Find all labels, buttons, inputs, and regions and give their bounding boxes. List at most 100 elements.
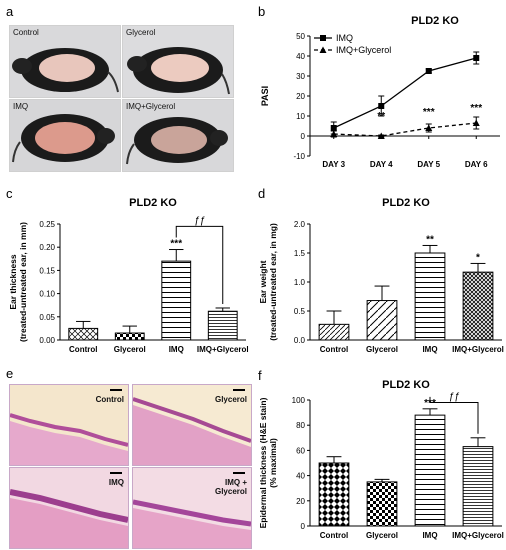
- bar: [366, 300, 398, 341]
- bracket-label: ƒƒ: [194, 215, 206, 226]
- y-tick-label: 1.5: [294, 249, 306, 258]
- y-tick-label: 0.15: [39, 266, 55, 275]
- x-tick-label: Glycerol: [114, 345, 146, 354]
- bar: [366, 481, 398, 527]
- histology-label: Control: [95, 395, 124, 404]
- x-tick-label: Control: [320, 531, 348, 540]
- histology-label: Glycerol: [214, 395, 247, 404]
- bar: [462, 446, 494, 527]
- photo-label: IMQ+Glycerol: [126, 102, 176, 111]
- significance-annotation: **: [377, 111, 385, 122]
- y-tick-label: 0.10: [39, 290, 55, 299]
- data-point: [377, 132, 385, 139]
- legend-marker: [320, 35, 326, 41]
- panel-b-letter: b: [258, 4, 266, 19]
- significance-annotation: **: [426, 234, 434, 245]
- x-tick-label: IMQ: [422, 345, 437, 354]
- bar: [114, 332, 145, 341]
- y-tick-label: 0: [301, 522, 306, 531]
- histology-label: IMQ + Glycerol: [214, 478, 247, 496]
- y-tick-label: 10: [296, 112, 305, 121]
- bar: [414, 414, 446, 527]
- series-line: [333, 57, 477, 129]
- x-tick-label: DAY 4: [370, 160, 393, 169]
- y-tick-label: 30: [296, 72, 305, 81]
- panel-d-letter: d: [258, 186, 266, 201]
- bar: [414, 252, 446, 341]
- significance-annotation: ***: [470, 103, 482, 114]
- series-line: [333, 122, 477, 137]
- y-tick-label: 0.05: [39, 313, 55, 322]
- photo-imq-glycerol: IMQ+Glycerol: [122, 99, 234, 172]
- scale-bar: [110, 472, 122, 474]
- data-point: [472, 119, 480, 126]
- comparison-bracket: [175, 225, 224, 304]
- panel-a-letter: a: [6, 4, 14, 19]
- scale-bar: [110, 389, 122, 391]
- mouse-imq-glycerol-image: [126, 117, 228, 165]
- x-tick-label: DAY 6: [465, 160, 488, 169]
- y-axis-label: Ear weight: [258, 260, 268, 303]
- photo-control: Control: [9, 25, 121, 98]
- chart-f-epidermal-thickness: PLD2 KO 0 20 40 60 80 100 Epidermal thickness (…: [258, 379, 504, 540]
- y-axis-label: (treated-untreated ear, in mm): [18, 222, 28, 342]
- y-axis-label: Ear thickness: [8, 254, 18, 310]
- histology-glycerol: Glycerol: [132, 384, 252, 466]
- photo-label: IMQ: [13, 102, 29, 111]
- significance-annotation: *: [476, 252, 480, 263]
- y-tick-label: 2.0: [294, 220, 306, 229]
- bar: [161, 260, 192, 341]
- y-tick-label: 0.20: [39, 243, 55, 252]
- y-tick-label: 100: [292, 396, 306, 405]
- photo-glycerol: Glycerol: [122, 25, 234, 98]
- legend-marker: [319, 46, 327, 53]
- y-tick-label: 0.5: [294, 307, 306, 316]
- data-point: [425, 124, 433, 131]
- panel-e-letter: e: [6, 366, 14, 381]
- histology-imq-image: [10, 489, 128, 548]
- x-tick-label: Control: [69, 345, 97, 354]
- y-axis-label: (% maximal): [268, 438, 278, 488]
- data-point: [425, 68, 432, 74]
- bracket-label: ƒƒ: [448, 392, 460, 403]
- photo-label: Glycerol: [126, 28, 156, 37]
- data-point: [330, 130, 338, 137]
- significance-annotation: ***: [424, 398, 436, 409]
- mouse-control-image: [12, 48, 119, 93]
- mouse-glycerol-image: [127, 47, 230, 95]
- comparison-bracket: [429, 396, 479, 434]
- x-tick-label: IMQ+Glycerol: [452, 345, 504, 354]
- bar: [318, 323, 350, 341]
- chart-title: PLD2 KO: [411, 15, 459, 27]
- data-point: [330, 125, 337, 131]
- panel-f-letter: f: [258, 368, 262, 383]
- chart-d-ear-weight: PLD2 KO 0.0 0.5 1.0 1.5 2.0 Ear weight (treated…: [258, 197, 504, 354]
- y-axis-label: PASI: [260, 86, 270, 106]
- x-tick-label: IMQ+Glycerol: [197, 345, 249, 354]
- y-tick-label: 80: [296, 421, 305, 430]
- y-tick-label: -10: [293, 152, 305, 161]
- x-tick-label: DAY 5: [417, 160, 440, 169]
- legend-label: IMQ: [336, 33, 353, 43]
- photo-label: Control: [13, 28, 39, 37]
- bar: [462, 271, 494, 341]
- histology-glycerol-image: [133, 397, 251, 465]
- bar: [68, 327, 99, 341]
- chart-title: PLD2 KO: [382, 379, 430, 391]
- y-tick-label: 20: [296, 92, 305, 101]
- x-tick-label: Glycerol: [366, 345, 398, 354]
- chart-b-pasi-line: PLD2 KO -10 0 10 20 30 40 50 PASI DAY 3 DAY 4 DAY 5…: [260, 15, 500, 169]
- photo-imq: IMQ: [9, 99, 121, 172]
- chart-title: PLD2 KO: [382, 197, 430, 209]
- significance-annotation: ***: [170, 239, 182, 250]
- x-tick-label: DAY 3: [322, 160, 345, 169]
- y-tick-label: 0.00: [39, 336, 55, 345]
- histology-imq: IMQ: [9, 467, 129, 549]
- y-tick-label: 40: [296, 52, 305, 61]
- y-tick-label: 40: [296, 472, 305, 481]
- y-tick-label: 1.0: [294, 278, 306, 287]
- y-tick-label: 0.25: [39, 220, 55, 229]
- x-tick-label: IMQ: [169, 345, 184, 354]
- legend-label: IMQ+Glycerol: [336, 45, 391, 55]
- data-point: [378, 103, 385, 109]
